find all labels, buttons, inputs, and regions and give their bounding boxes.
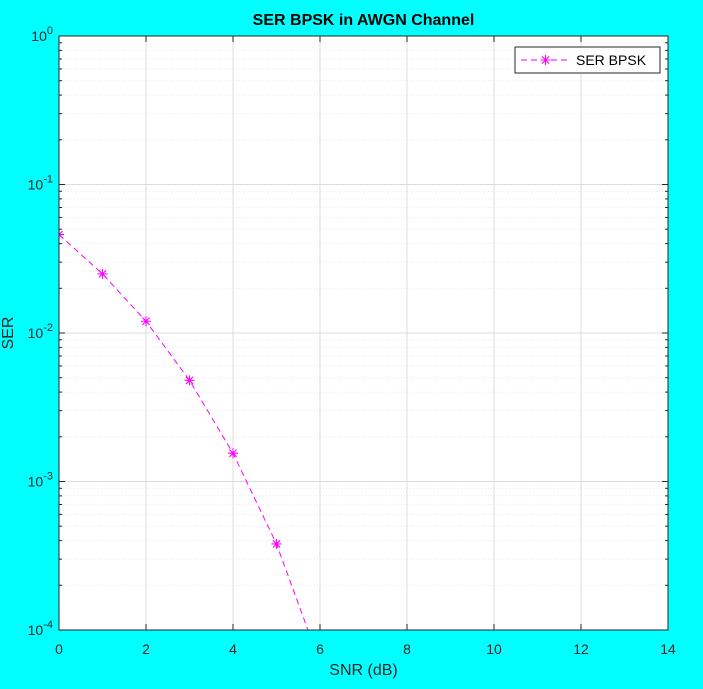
data-point-marker (97, 268, 108, 279)
legend-box (514, 46, 661, 74)
y-axis-ticks: 10-4 10-3 10-2 10-1 100 (28, 25, 668, 638)
x-tick-label: 2 (142, 641, 150, 657)
legend-marker (540, 55, 551, 65)
data-point-marker (184, 375, 195, 386)
x-tick-label: 12 (573, 641, 589, 657)
x-axis-label: SNR (dB) (329, 662, 397, 679)
x-tick-label: 4 (229, 641, 237, 657)
x-tick-label: 10 (486, 641, 502, 657)
y-tick-label: 10-1 (28, 174, 53, 193)
x-tick-label: 14 (660, 641, 676, 657)
y-tick-label: 10-3 (28, 471, 53, 490)
y-tick-label: 10-4 (28, 619, 53, 638)
x-axis-ticks: 0 2 4 6 8 10 12 14 (55, 36, 676, 657)
data-point-marker (271, 538, 282, 549)
legend-label: SER BPSK (576, 52, 647, 68)
x-tick-label: 0 (55, 641, 63, 657)
y-axis-label: SER (0, 317, 17, 350)
legend[interactable]: SER BPSK (514, 46, 661, 74)
x-tick-label: 6 (316, 641, 324, 657)
y-tick-label: 100 (31, 25, 53, 44)
series-layer (59, 229, 309, 630)
chart-title: SER BPSK in AWGN Channel (253, 12, 475, 29)
data-point-marker (141, 316, 151, 327)
x-tick-label: 8 (403, 641, 411, 657)
y-tick-label: 10-2 (28, 322, 53, 341)
legend-asterisk-icon (540, 55, 551, 65)
minor-grid (59, 42, 668, 586)
data-point-marker (228, 448, 238, 459)
